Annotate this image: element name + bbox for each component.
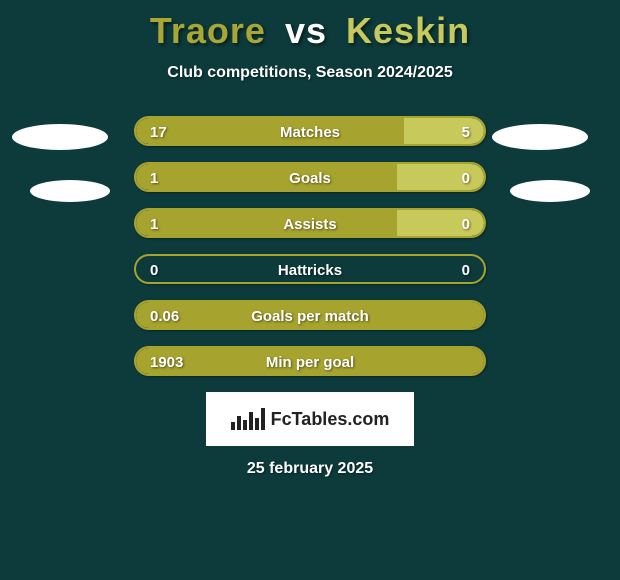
right-bar-segment: [397, 210, 484, 236]
stat-row: 175Matches: [134, 116, 486, 146]
left-value: 0: [150, 256, 158, 284]
metric-label: Hattricks: [136, 256, 484, 284]
stat-row: 0 0Hattricks: [134, 254, 486, 284]
left-bar-segment: [136, 164, 397, 190]
page-title: Traore vs Keskin: [0, 0, 620, 52]
decorative-ellipse: [510, 180, 590, 202]
right-value: 0: [462, 164, 470, 192]
left-value: 0.06: [150, 302, 179, 330]
stat-row: 1903Min per goal: [134, 346, 486, 376]
stat-row: 10Assists: [134, 208, 486, 238]
left-bar-segment: [136, 348, 484, 374]
left-value: 17: [150, 118, 167, 146]
right-value: 0: [462, 256, 470, 284]
decorative-ellipse: [30, 180, 110, 202]
subtitle: Club competitions, Season 2024/2025: [0, 64, 620, 82]
stat-row: 10Goals: [134, 162, 486, 192]
left-value: 1903: [150, 348, 183, 376]
left-value: 1: [150, 164, 158, 192]
decorative-ellipse: [12, 124, 108, 150]
left-bar-segment: [136, 118, 404, 144]
comparison-rows: 175Matches10Goals10Assists00Hattricks0.0…: [134, 116, 486, 376]
left-value: 1: [150, 210, 158, 238]
player1-name: Traore: [150, 10, 266, 51]
decorative-ellipse: [492, 124, 588, 150]
logo-bars-icon: [231, 408, 265, 430]
date-label: 25 february 2025: [0, 460, 620, 478]
right-value: 5: [462, 118, 470, 146]
fctables-logo: FcTables.com: [206, 392, 414, 446]
stat-row: 0.06Goals per match: [134, 300, 486, 330]
logo-text: FcTables.com: [271, 409, 390, 430]
right-bar-segment: [397, 164, 484, 190]
right-bar-segment: [404, 118, 484, 144]
right-value: 0: [462, 210, 470, 238]
player2-name: Keskin: [346, 10, 470, 51]
left-bar-segment: [136, 210, 397, 236]
left-bar-segment: [136, 302, 484, 328]
vs-word: vs: [285, 10, 327, 51]
